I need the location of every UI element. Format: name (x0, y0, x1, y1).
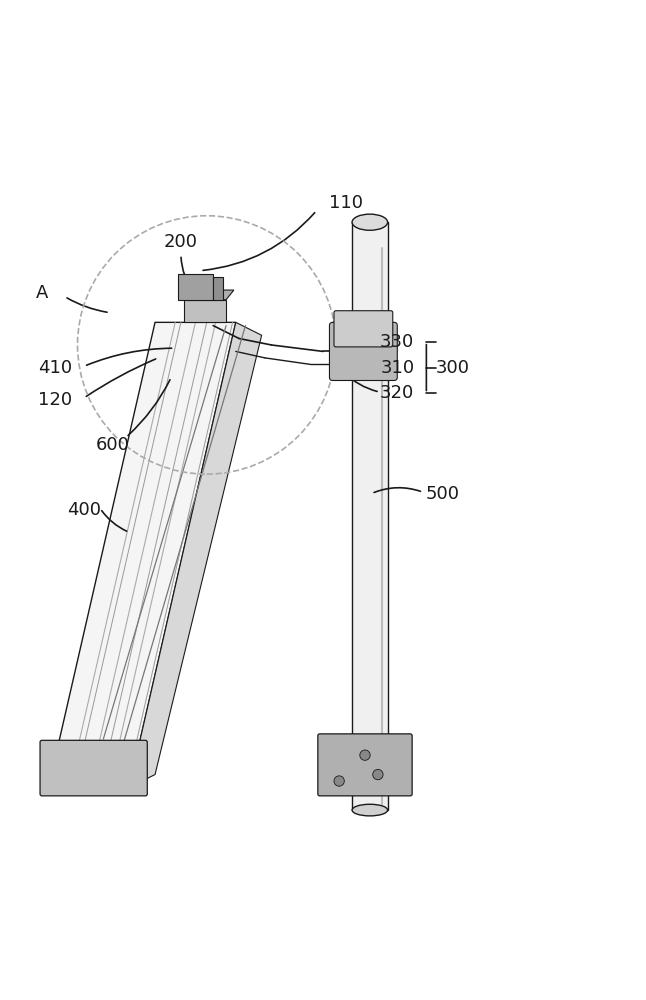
Circle shape (360, 750, 370, 760)
Text: 330: 330 (380, 333, 415, 351)
Polygon shape (213, 277, 223, 300)
Polygon shape (178, 274, 213, 300)
Polygon shape (129, 322, 262, 787)
Text: 110: 110 (329, 194, 362, 212)
Text: 410: 410 (38, 359, 72, 377)
Text: 400: 400 (67, 501, 101, 519)
Ellipse shape (352, 804, 388, 816)
Text: A: A (36, 284, 48, 302)
Text: 120: 120 (38, 391, 72, 409)
Polygon shape (352, 222, 388, 810)
FancyBboxPatch shape (40, 740, 147, 796)
Polygon shape (184, 300, 226, 322)
Text: 200: 200 (164, 233, 198, 251)
Circle shape (334, 776, 344, 786)
Polygon shape (48, 322, 236, 787)
Ellipse shape (352, 214, 388, 230)
Text: 600: 600 (96, 436, 130, 454)
Text: 310: 310 (380, 359, 414, 377)
Polygon shape (184, 290, 234, 300)
FancyBboxPatch shape (318, 734, 412, 796)
Text: 300: 300 (435, 359, 469, 377)
Circle shape (373, 769, 383, 780)
FancyBboxPatch shape (334, 311, 393, 347)
Text: 320: 320 (380, 384, 415, 402)
Text: 500: 500 (426, 485, 459, 503)
FancyBboxPatch shape (329, 322, 397, 380)
